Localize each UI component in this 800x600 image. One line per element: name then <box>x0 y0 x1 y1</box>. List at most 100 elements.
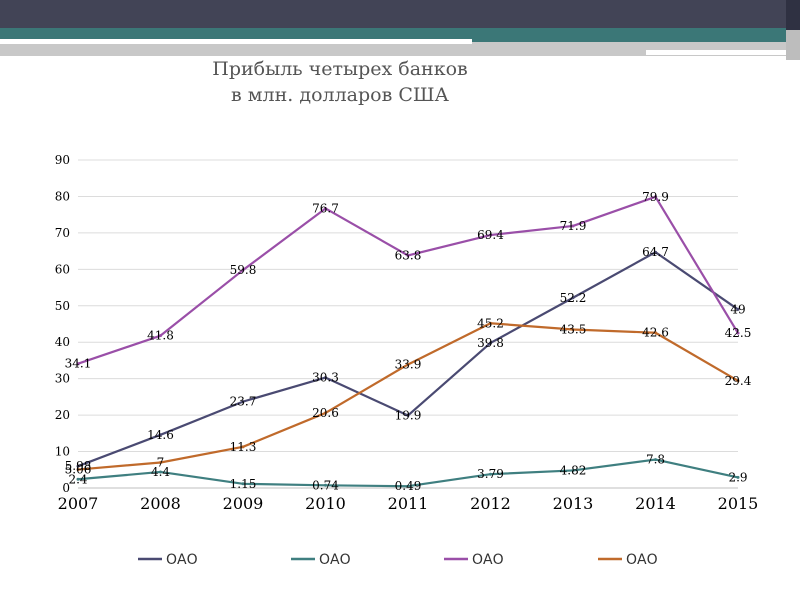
data-label: 33.9 <box>395 357 422 371</box>
x-tick-label: 2007 <box>58 494 99 513</box>
x-tick-label: 2011 <box>388 494 429 513</box>
x-tick-label: 2014 <box>635 494 676 513</box>
data-point <box>324 376 327 380</box>
y-tick-label: 0 <box>62 481 70 495</box>
x-tick-label: 2013 <box>553 494 594 513</box>
data-point <box>241 268 245 272</box>
data-point <box>489 321 492 325</box>
legend-label: ОАО <box>626 552 658 568</box>
data-label: 79.9 <box>642 190 669 204</box>
x-tick-label: 2009 <box>223 494 264 513</box>
series-line-4 <box>77 322 739 471</box>
data-point <box>406 362 410 366</box>
y-tick-label: 50 <box>55 299 70 313</box>
data-label: 0.49 <box>395 479 422 493</box>
y-tick-label: 80 <box>55 189 70 203</box>
data-label: 1.15 <box>230 477 257 491</box>
series-line-3 <box>77 195 739 365</box>
slide-header-band <box>0 28 800 42</box>
data-label: 7 <box>157 455 165 469</box>
data-point <box>159 433 162 437</box>
data-label: 34.1 <box>65 357 92 371</box>
data-point <box>736 307 740 311</box>
x-tick-label: 2010 <box>305 494 346 513</box>
data-label: 71.9 <box>560 219 587 233</box>
data-label: 5.98 <box>65 459 92 473</box>
data-label: 59.8 <box>230 263 257 277</box>
data-point <box>159 470 162 474</box>
data-point <box>736 331 740 335</box>
data-point <box>76 464 80 468</box>
data-point <box>654 195 657 199</box>
data-point <box>406 413 410 417</box>
data-label: 76.7 <box>312 201 339 215</box>
data-point <box>76 362 80 366</box>
data-point <box>76 477 80 481</box>
data-point <box>241 482 245 486</box>
x-tick-label: 2012 <box>470 494 511 513</box>
data-point <box>489 472 492 476</box>
data-point <box>571 296 575 300</box>
slide-header-bar <box>0 0 800 28</box>
data-point <box>406 253 410 257</box>
data-label: 0.74 <box>312 478 339 492</box>
data-label: 20.6 <box>312 406 339 420</box>
data-label: 30.3 <box>312 371 339 385</box>
data-label: 14.6 <box>147 428 174 442</box>
y-tick-label: 10 <box>55 445 70 459</box>
data-label: 41.8 <box>147 329 174 343</box>
data-point <box>324 483 327 487</box>
data-label: 64.7 <box>642 245 669 259</box>
y-tick-label: 70 <box>55 226 70 240</box>
chart-title-line-1: Прибыль четырех банков <box>212 58 468 80</box>
data-point <box>76 468 80 472</box>
data-point <box>324 411 327 415</box>
data-point <box>654 331 657 335</box>
data-label: 4.4 <box>151 465 170 479</box>
chart-title: Прибыль четырех банков в млн. долларов С… <box>170 56 510 108</box>
data-point <box>489 233 492 237</box>
data-label: 63.8 <box>395 248 422 262</box>
data-label: 42.6 <box>642 326 669 340</box>
data-label: 7.8 <box>646 453 665 467</box>
data-label: 45.2 <box>477 316 504 330</box>
legend-label: ОАО <box>166 552 198 568</box>
data-point <box>241 400 245 404</box>
data-label: 29.4 <box>725 374 752 388</box>
data-label: 11.3 <box>230 440 257 454</box>
data-label: 5.06 <box>65 463 92 477</box>
data-label: 42.5 <box>725 326 752 340</box>
data-label: 43.5 <box>560 322 587 336</box>
chart-title-line-2: в млн. долларов США <box>231 84 449 106</box>
header-decoration-left <box>0 39 472 44</box>
data-point <box>571 224 575 228</box>
data-point <box>654 458 657 462</box>
data-point <box>324 206 327 210</box>
header-decoration-right <box>646 50 786 55</box>
data-point <box>406 484 410 488</box>
legend-label: ОАО <box>472 552 504 568</box>
data-point <box>736 475 740 479</box>
data-point <box>159 460 162 464</box>
y-tick-label: 40 <box>55 335 70 349</box>
y-tick-label: 90 <box>55 153 70 167</box>
data-label: 19.9 <box>395 408 422 422</box>
data-point <box>571 327 575 331</box>
legend-label: ОАО <box>319 552 351 568</box>
data-point <box>654 250 657 254</box>
data-point <box>571 468 575 472</box>
data-label: 49 <box>730 302 745 316</box>
data-label: 3.79 <box>477 467 504 481</box>
data-point <box>241 445 245 449</box>
data-point <box>489 341 492 345</box>
data-label: 2.9 <box>728 470 747 484</box>
y-tick-label: 20 <box>55 408 70 422</box>
x-tick-label: 2015 <box>718 494 759 513</box>
data-label: 52.2 <box>560 291 587 305</box>
data-label: 23.7 <box>230 395 257 409</box>
y-tick-label: 30 <box>55 372 70 386</box>
data-point <box>159 334 162 338</box>
header-corner-dark <box>786 0 800 30</box>
slide-header-shadow <box>0 42 800 56</box>
